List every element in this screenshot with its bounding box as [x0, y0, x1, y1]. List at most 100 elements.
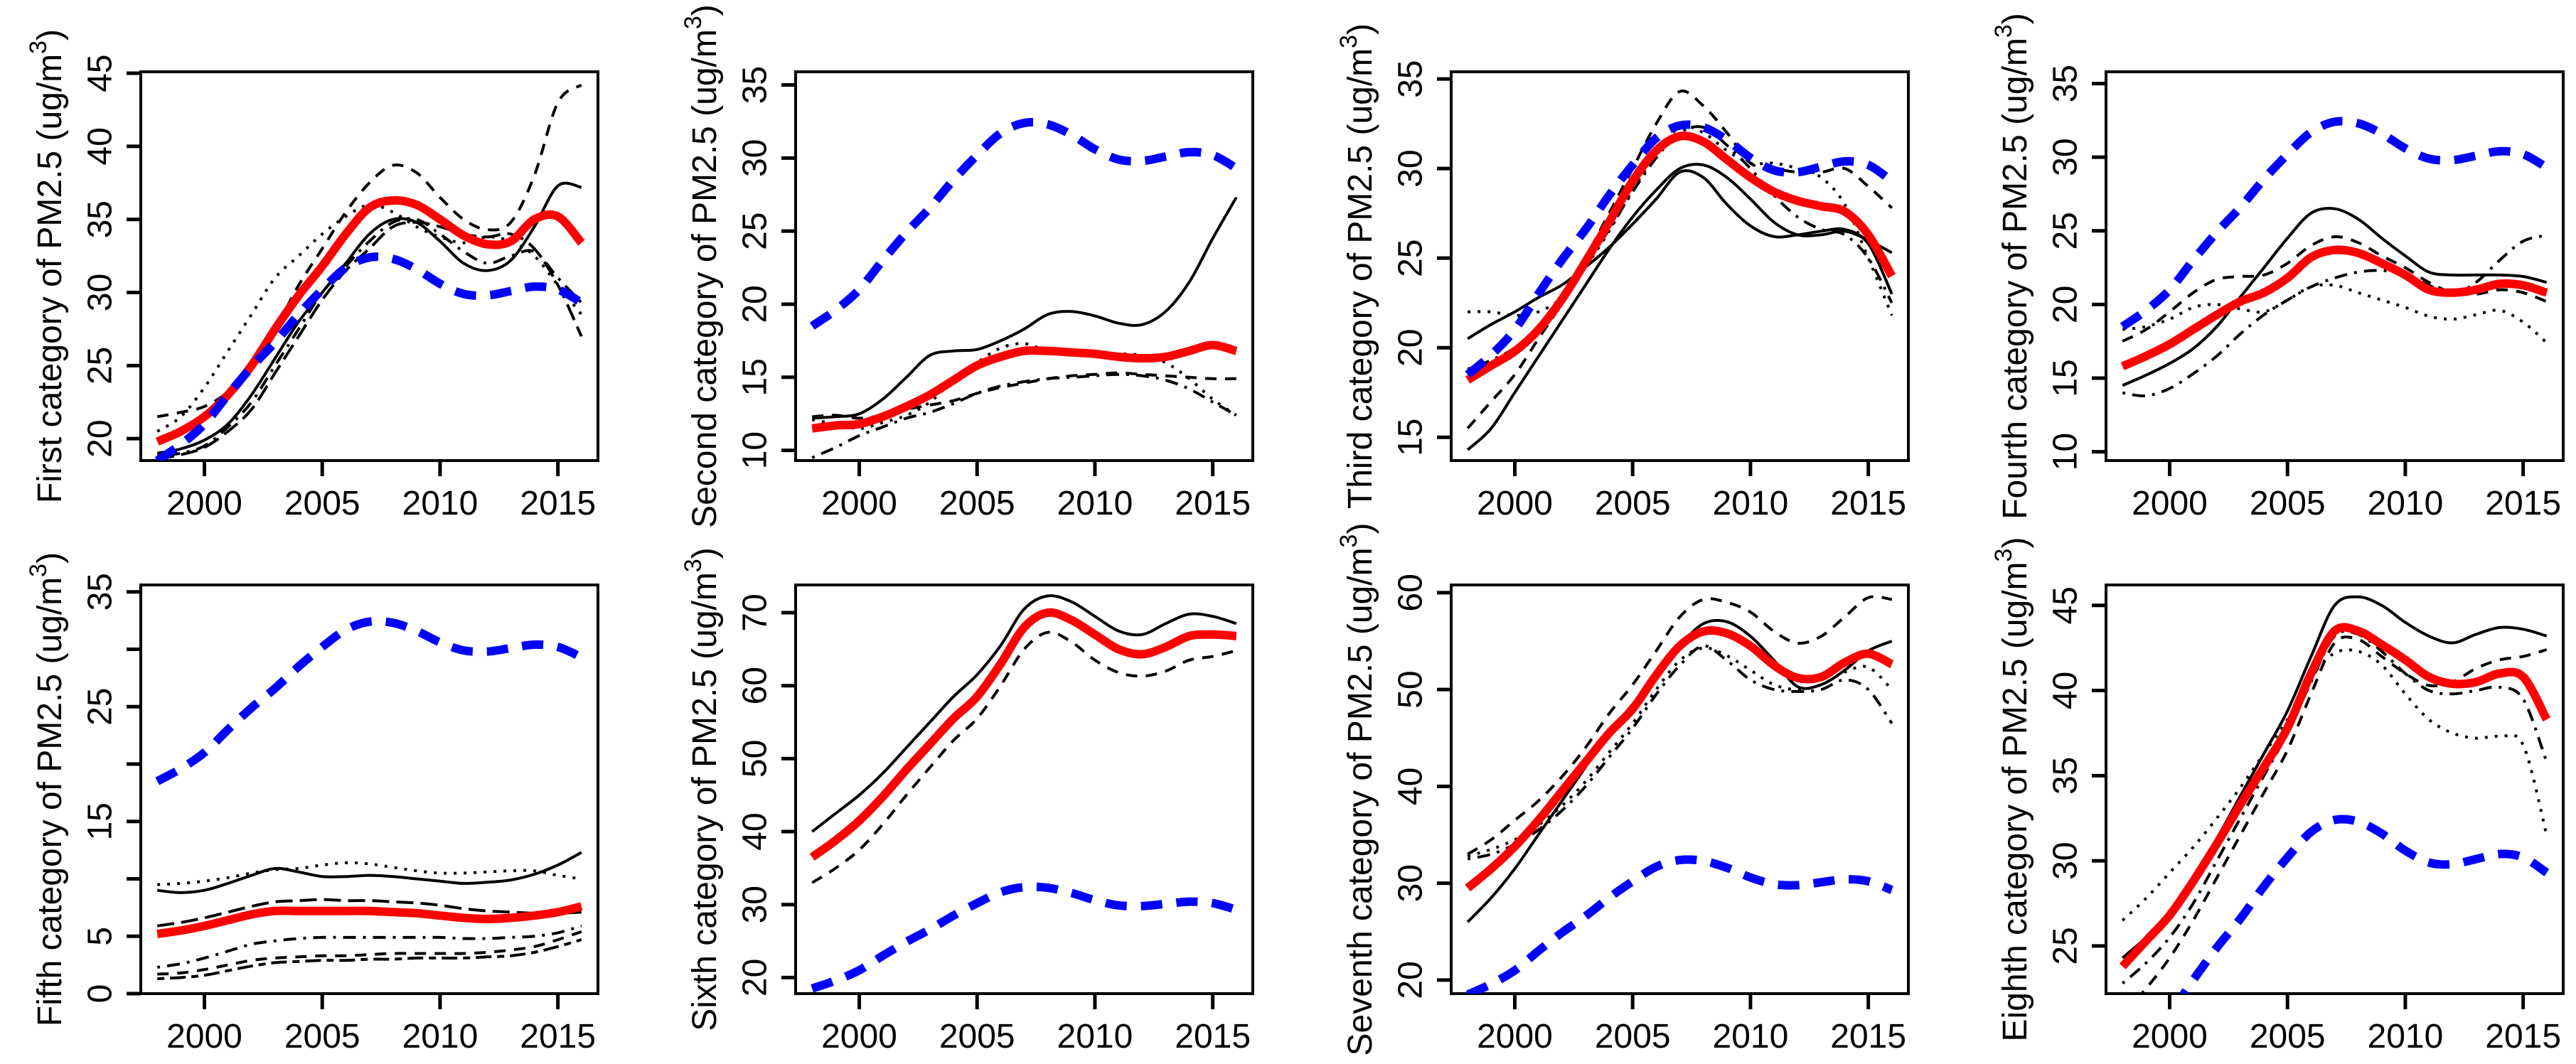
y-tick-label: 25: [2047, 212, 2085, 249]
y-tick-label: 50: [737, 740, 774, 778]
x-tick-label: 2015: [1830, 485, 1906, 522]
series-line-black-solid: [812, 196, 1238, 420]
y-tick-label: 15: [82, 802, 119, 840]
series-line-black-dotted: [2121, 648, 2548, 922]
series-line-reference-blue: [2179, 815, 2550, 994]
series-line-black-dotted: [157, 861, 582, 886]
series-group: [2120, 117, 2549, 397]
x-tick-label: 2005: [939, 485, 1015, 522]
series-line-mean-red: [1465, 626, 1894, 892]
y-tick-label: 40: [82, 127, 119, 165]
x-tick-label: 2015: [2485, 1018, 2561, 1055]
series-line-reference-blue: [1465, 855, 1893, 994]
y-tick-label: 70: [737, 593, 774, 631]
series-line-black-solid: [2121, 595, 2548, 960]
series-line-mean-red: [2120, 245, 2548, 370]
y-tick-label: 25: [82, 688, 119, 726]
y-axis-title: Second category of PM2.5 (ug/m3): [680, 4, 724, 528]
x-tick-label: 2010: [402, 1018, 479, 1055]
series-line-black-solid: [811, 594, 1237, 833]
x-tick-label: 2000: [821, 485, 897, 522]
series-group: [2119, 595, 2551, 994]
x-tick-label: 2000: [166, 1018, 242, 1055]
series-line-mean-red: [809, 608, 1237, 861]
plot-box: [139, 70, 599, 462]
series-line-black-dotted: [2122, 283, 2548, 344]
y-tick-label: 60: [1392, 574, 1430, 611]
series-line-black-dotted: [811, 342, 1237, 430]
plot-box: [794, 584, 1254, 995]
y-tick-label: 20: [1392, 961, 1430, 999]
x-tick-label: 2015: [1175, 1018, 1251, 1055]
plot-box: [1450, 70, 1910, 462]
series-group: [155, 616, 584, 980]
plot-box: [1450, 584, 1910, 995]
series-line-black-dotdash: [1467, 644, 1893, 861]
series-line-reference-blue: [1465, 120, 1895, 378]
x-tick-label: 2010: [1057, 1018, 1133, 1055]
x-tick-label: 2005: [284, 1018, 360, 1055]
x-tick-label: 2005: [2250, 1018, 2326, 1055]
series-line-black-dotdash: [156, 217, 583, 458]
x-tick-label: 2010: [2368, 485, 2444, 522]
y-axis-title: Fourth category of PM2.5 (ug/m3): [1990, 13, 2034, 520]
y-tick-label: 15: [737, 358, 774, 396]
series-line-black-dashed: [2139, 635, 2548, 994]
y-tick-label: 40: [2047, 672, 2085, 709]
x-tick-label: 2010: [1713, 1018, 1789, 1055]
x-tick-label: 2010: [1713, 485, 1789, 522]
y-tick-label: 20: [737, 959, 774, 996]
series-line-mean-red: [2119, 623, 2551, 969]
series-line-reference-blue: [2120, 117, 2549, 331]
y-tick-label: 40: [737, 812, 774, 850]
series-line-black-dashed: [157, 930, 582, 976]
y-axis-title: Sixth category of PM2.5 (ug/m3): [680, 547, 724, 1031]
y-tick-label: 45: [82, 54, 119, 92]
x-tick-label: 2015: [520, 485, 596, 522]
x-tick-label: 2005: [1595, 1018, 1671, 1055]
x-tick-label: 2005: [284, 485, 360, 522]
y-tick-label: 35: [82, 573, 119, 611]
series-line-reference-blue: [154, 252, 584, 461]
plot-box: [2105, 70, 2565, 462]
series-line-black-dotdash: [2122, 234, 2548, 397]
y-tick-label: 35: [1392, 60, 1430, 97]
y-tick-label: 15: [1392, 419, 1430, 456]
x-tick-label: 2005: [2250, 485, 2326, 522]
y-tick-label: 45: [2047, 586, 2085, 624]
y-tick-label: 30: [1392, 864, 1430, 902]
series-line-black-dashed: [812, 371, 1236, 420]
y-tick-label: 20: [1392, 328, 1430, 366]
x-tick-label: 2015: [520, 1018, 596, 1055]
chart-panel-seventh: 2000 2005 2010 2015 20 30 40 50 60 Seventh catego…: [1335, 523, 1910, 1055]
series-line-mean-red: [155, 195, 585, 446]
series-group: [809, 594, 1238, 993]
x-tick-label: 2005: [1595, 485, 1671, 522]
series-group: [154, 83, 585, 461]
series-line-black-solid: [156, 851, 582, 894]
plot-box: [139, 584, 599, 995]
y-axis-title: Fifth category of PM2.5 (ug/m3): [25, 552, 69, 1026]
y-tick-label: 35: [2047, 757, 2085, 795]
y-tick-label: 15: [2047, 359, 2085, 397]
series-line-mean-red: [156, 902, 583, 938]
series-line-reference-blue: [809, 117, 1239, 330]
y-tick-label: 35: [82, 200, 119, 238]
x-tick-label: 2015: [1175, 485, 1251, 522]
x-tick-label: 2000: [2132, 1018, 2208, 1055]
series-line-black-dashed: [1466, 89, 1893, 429]
y-tick-label: 25: [737, 212, 774, 249]
chart-panel-eighth: 2000 2005 2010 2015 25 30 35 40 45 Eighth categor…: [1990, 537, 2565, 1055]
y-tick-label: 30: [2047, 138, 2085, 176]
x-tick-label: 2000: [1477, 485, 1553, 522]
y-tick-label: 35: [2047, 65, 2085, 102]
y-tick-label: 10: [737, 431, 774, 469]
y-tick-label: 20: [82, 419, 119, 457]
chart-panel-sixth: 2000 2005 2010 2015 20 30 40 50 60 70 Sixth catego…: [680, 547, 1254, 1055]
y-tick-label: 20: [737, 285, 774, 323]
series-line-mean-red: [811, 340, 1238, 433]
chart-panel-second: 2000 2005 2010 2015 10 15 20 25 30 35 Second categ…: [680, 4, 1254, 528]
y-tick-label: 30: [82, 274, 119, 311]
